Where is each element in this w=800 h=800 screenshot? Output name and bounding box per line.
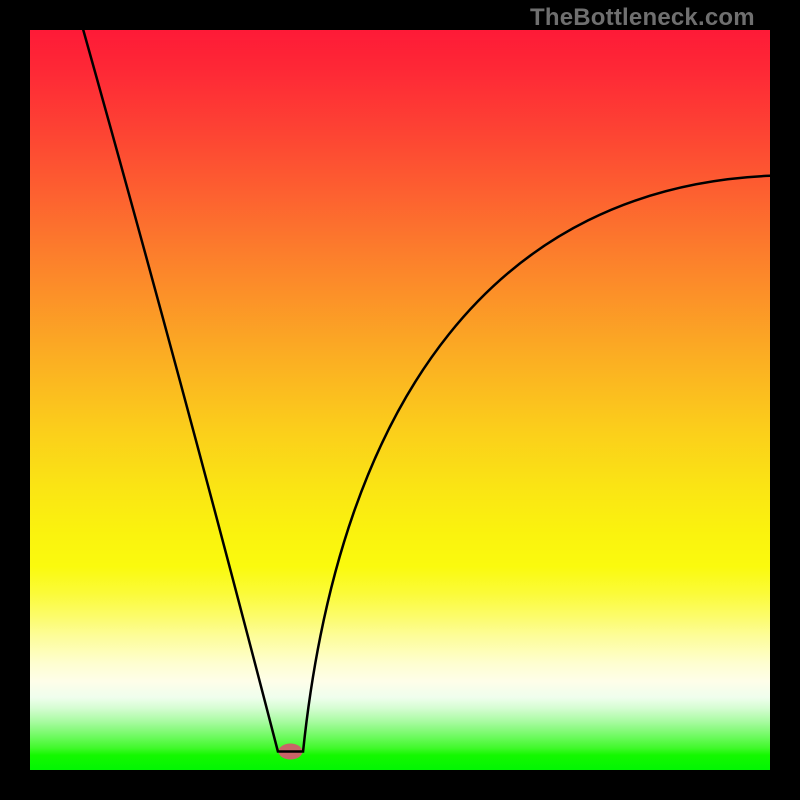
plot-svg bbox=[30, 30, 770, 770]
frame-right bbox=[770, 0, 800, 800]
frame-left bbox=[0, 0, 30, 800]
chart-container: TheBottleneck.com bbox=[0, 0, 800, 800]
bottleneck-curve bbox=[83, 30, 770, 752]
frame-bottom bbox=[0, 770, 800, 800]
plot-area bbox=[30, 30, 770, 770]
watermark-text: TheBottleneck.com bbox=[530, 4, 755, 32]
